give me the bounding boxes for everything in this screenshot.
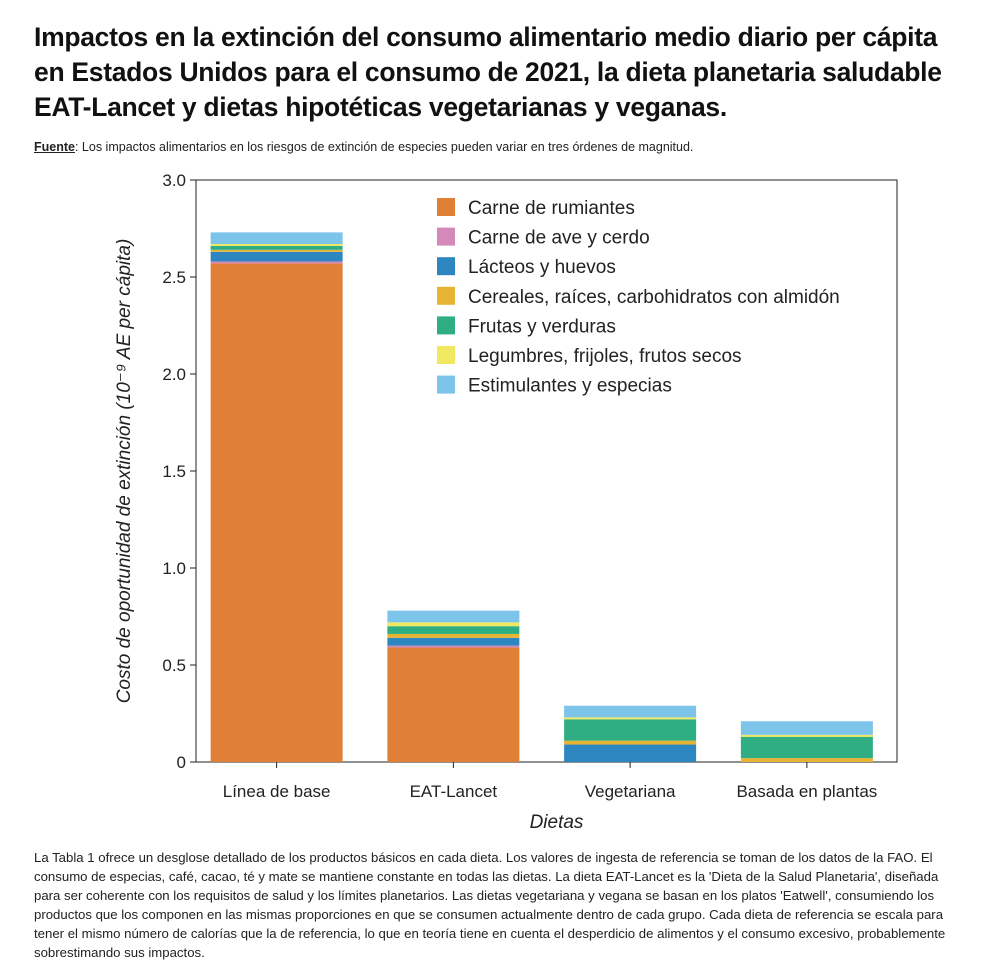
bar-segment [210,232,343,245]
y-tick-label: 2.0 [162,365,186,384]
y-tick-label: 0 [177,753,186,772]
legend-swatch [437,227,455,246]
legend-swatch [437,286,455,305]
legend-swatch [437,198,455,216]
y-tick-label: 0.5 [162,656,186,675]
legend-label: Legumbres, frijoles, frutos secos [468,346,742,367]
bar-segment [387,633,520,638]
bar-segment [210,249,343,252]
legend-swatch [437,346,455,364]
bar-stack [387,610,520,762]
x-tick-label: Línea de base [223,782,331,801]
y-tick-label: 2.5 [162,268,186,287]
bar-stack [740,721,873,762]
source-text: : Los impactos alimentarios en los riesg… [74,140,694,154]
bar-segment [387,647,520,762]
bar-stack [210,232,343,762]
chart-title: Impactos en la extinción del consumo ali… [34,22,942,122]
bar-segment [210,244,343,246]
stacked-bar-chart: 0 0.5 1.0 1.5 2.0 2.5 3.0 Costo de oportunidad … [114,171,898,833]
figure-caption: La Tabla 1 ofrece un desglose detallado … [34,850,946,960]
y-tick-label: 3.0 [162,171,186,190]
bar-segment [210,263,343,762]
bar-segment [740,721,873,735]
legend-swatch [437,257,455,276]
bar-segment [387,626,520,634]
legend-label: Carne de ave y cerdo [468,228,650,249]
source-label: Fuente [34,140,75,154]
bar-segment [210,251,343,262]
x-tick-label: Vegetariana [585,782,676,801]
y-tick-label: 1.0 [162,559,186,578]
source-note: Fuente: Los impactos alimentarios en los… [34,140,693,154]
legend-swatch [437,316,455,335]
bar-segment [564,705,697,718]
bar-segment [387,645,520,648]
bar-segment [564,740,697,745]
legend-label: Cereales, raíces, carbohidratos con almi… [468,287,840,308]
legend-swatch [437,375,455,394]
legend-label: Frutas y verduras [468,316,616,337]
y-tick-label: 1.5 [162,462,186,481]
bar-segment [564,744,697,762]
x-tick-label: Basada en plantas [736,782,877,801]
y-axis-label: Costo de oportunidad de extinción (10⁻⁹ … [114,239,135,704]
bar-segment [210,261,343,264]
legend-label: Estimulantes y especias [468,376,672,397]
legend-label: Carne de rumiantes [468,198,635,219]
bar-segment [740,734,873,737]
x-axis-label: Dietas [530,812,584,833]
bar-segment [564,719,697,741]
bar-segment [740,758,873,762]
bar-segment [210,245,343,250]
bar-segment [387,610,520,623]
bar-stack [564,705,697,762]
bar-segment [564,717,697,720]
x-tick-label: EAT-Lancet [410,782,498,801]
bar-segment [387,622,520,627]
bar-segment [387,637,520,646]
legend-label: Lácteos y huevos [468,257,616,278]
bar-segment [740,736,873,759]
